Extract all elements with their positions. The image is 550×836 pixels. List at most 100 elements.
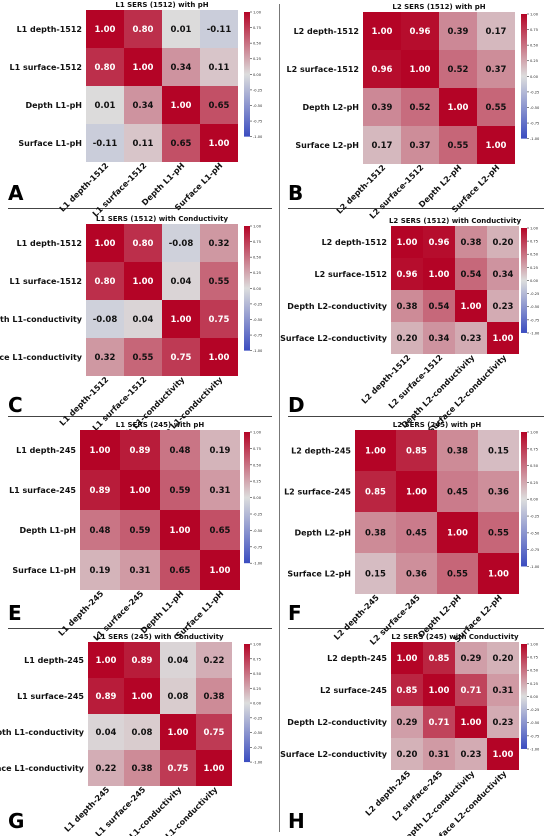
heatmap-cell — [437, 430, 478, 471]
colorbar-tick-label: -0.25 — [253, 88, 262, 92]
cell-value-label: 0.31 — [210, 486, 231, 496]
colorbar-tick-label: 0.75 — [253, 657, 261, 661]
heatmap-cell — [124, 262, 162, 300]
heatmap-cell — [487, 706, 519, 738]
colorbar-tick — [527, 683, 529, 684]
cell-value-label: 0.65 — [210, 526, 231, 536]
heatmap-cell — [401, 88, 439, 126]
colorbar-tick — [250, 27, 252, 28]
heatmap-cell — [423, 290, 455, 322]
panel-letter: C — [8, 393, 23, 417]
x-tick-label: L2 surface-1512 — [387, 353, 445, 411]
cell-value-label: 0.37 — [486, 65, 507, 75]
cell-value-label: 0.65 — [209, 101, 230, 111]
heatmap-cell — [477, 126, 515, 164]
heatmap-cell — [162, 262, 200, 300]
cell-value-label: 0.89 — [130, 446, 151, 456]
heatmap-cell — [196, 678, 232, 714]
colorbar-tick-label: 0.50 — [530, 253, 539, 257]
colorbar-tick — [527, 107, 529, 108]
cell-value-label: 1.00 — [486, 141, 507, 151]
heatmap-cell — [124, 338, 162, 376]
colorbar-tick — [250, 431, 252, 433]
cell-value-label: 0.39 — [448, 27, 469, 37]
heatmap-cell — [86, 10, 124, 48]
colorbar-tick — [527, 122, 529, 124]
cell-value-label: 0.29 — [461, 654, 482, 664]
cell-value-label: 1.00 — [461, 302, 482, 312]
colorbar-tick — [250, 747, 252, 748]
heatmap-cell — [396, 553, 437, 594]
colorbar-tick — [527, 669, 529, 671]
cell-value-label: 0.29 — [397, 718, 418, 728]
colorbar — [244, 12, 250, 137]
heatmap-cell — [355, 471, 396, 512]
colorbar-tick-label: 1.00 — [253, 11, 262, 15]
heatmap-panel-f: L2 SERS (245) with pH 1.00 0.85 0.38 0.15 0.8… — [284, 421, 540, 647]
colorbar-tick — [527, 306, 529, 308]
colorbar-tick — [250, 350, 252, 351]
colorbar-tick-label: -0.25 — [530, 708, 539, 712]
cell-value-label: 0.38 — [447, 447, 468, 457]
heatmap-cell — [124, 714, 160, 750]
heatmap-cell — [162, 48, 200, 86]
cell-value-label: 1.00 — [447, 529, 468, 539]
colorbar-tick-label: -0.75 — [530, 318, 539, 322]
cell-value-label: 0.75 — [204, 728, 225, 738]
heatmap-cell — [120, 510, 160, 550]
colorbar-tick-label: -0.75 — [530, 548, 539, 552]
cell-value-label: 0.22 — [204, 656, 225, 666]
colorbar-tick-label: -0.25 — [253, 716, 262, 720]
heatmap-cell — [200, 470, 240, 510]
cell-value-label: 0.20 — [493, 238, 514, 248]
colorbar — [244, 432, 250, 564]
cell-value-label: 1.00 — [448, 103, 469, 113]
colorbar-tick-label: 0.75 — [253, 447, 261, 451]
heatmap-cell — [487, 258, 519, 290]
heatmap-panel-e: L1 SERS (245) with pH 1.00 0.89 0.48 0.19 0.8… — [8, 421, 263, 643]
colorbar-tick — [250, 464, 252, 466]
heatmap-cell — [124, 124, 162, 162]
chart-title: L1 SERS (1512) with pH — [115, 1, 208, 9]
colorbar-tick-label: -0.75 — [253, 334, 262, 338]
cell-value-label: 0.75 — [168, 764, 189, 774]
heatmap-cell — [120, 430, 160, 470]
heatmap-cell — [162, 300, 200, 338]
y-tick-label: L2 surface-1512 — [287, 65, 359, 74]
y-tick-label: L2 depth-1512 — [322, 238, 387, 247]
heatmap-cell — [401, 50, 439, 88]
colorbar-tick-label: -0.50 — [530, 531, 540, 535]
cell-value-label: 0.55 — [486, 103, 507, 113]
cell-value-label: 0.11 — [133, 139, 154, 149]
panel-letter: A — [8, 181, 24, 205]
cell-value-label: 0.85 — [365, 488, 386, 498]
colorbar-tick — [250, 687, 252, 689]
heatmap-cell — [477, 12, 515, 50]
heatmap-cell — [487, 738, 519, 770]
colorbar-tick-label: 1.00 — [253, 643, 262, 647]
cell-value-label: 0.04 — [96, 728, 117, 738]
heatmap-cell — [162, 86, 200, 124]
colorbar-tick — [527, 643, 529, 645]
cell-value-label: 0.39 — [372, 103, 393, 113]
cell-value-label: 1.00 — [204, 764, 225, 774]
colorbar-tick-label: -1.00 — [253, 349, 263, 353]
heatmap-cell — [162, 224, 200, 262]
colorbar-tick-label: -1.00 — [530, 331, 540, 335]
cell-value-label: 0.31 — [493, 686, 514, 696]
panel-letter: D — [288, 393, 305, 417]
cell-value-label: 1.00 — [133, 277, 154, 287]
cell-value-label: 1.00 — [95, 25, 116, 35]
colorbar-tick — [250, 546, 252, 548]
heatmap-cell — [437, 553, 478, 594]
cell-value-label: 0.52 — [410, 103, 431, 113]
chart-title: L2 SERS (245) with pH — [393, 421, 482, 429]
cell-value-label: 0.22 — [96, 764, 117, 774]
cell-value-label: 0.55 — [133, 353, 154, 363]
colorbar-tick-label: 0.75 — [530, 240, 538, 244]
y-tick-label: L2 depth-245 — [327, 654, 387, 663]
cell-value-label: 0.48 — [170, 446, 191, 456]
heatmap-cell — [391, 738, 423, 770]
colorbar-tick-label: 0.25 — [253, 271, 261, 275]
colorbar-tick-label: -1.00 — [530, 747, 540, 751]
